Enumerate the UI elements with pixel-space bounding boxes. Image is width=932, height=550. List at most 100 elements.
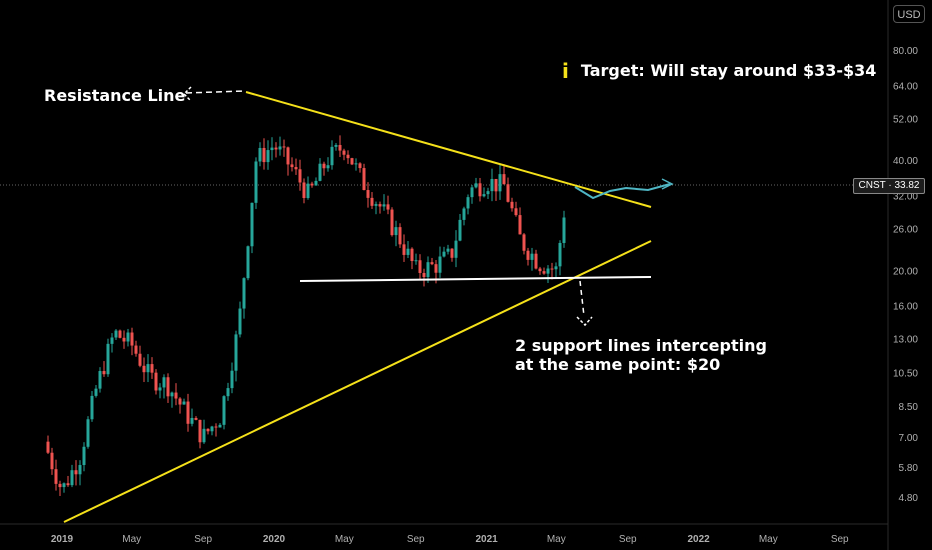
candle-body xyxy=(54,469,58,484)
candle-body xyxy=(138,353,142,366)
support-annotation-line1: 2 support lines intercepting xyxy=(515,336,767,355)
candle-body xyxy=(498,174,502,192)
candle-body xyxy=(270,147,274,151)
info-icon: i xyxy=(562,59,569,83)
y-tick-label: 20.00 xyxy=(893,266,918,277)
candle-body xyxy=(454,240,458,258)
target-text: Target: Will stay around $33-$34 xyxy=(580,61,877,80)
candle-body xyxy=(350,158,354,165)
candle-body xyxy=(486,191,490,195)
candle-body xyxy=(202,428,206,443)
candle-body xyxy=(550,268,554,270)
resistance-trend-line xyxy=(245,91,652,208)
candle-body xyxy=(458,219,462,241)
candle-body xyxy=(478,183,482,197)
candle-body xyxy=(286,147,290,165)
candle-body xyxy=(354,163,358,165)
projection-arrowhead xyxy=(661,178,674,190)
candle-body xyxy=(306,183,310,199)
candle-body xyxy=(426,262,430,277)
candle-body xyxy=(194,417,198,420)
candle-body xyxy=(346,154,350,159)
candle-body xyxy=(398,227,402,245)
candle-body xyxy=(142,365,146,373)
y-tick-label: 4.80 xyxy=(899,493,919,504)
candle-body xyxy=(206,428,210,432)
candle-body xyxy=(66,483,70,486)
candle-body xyxy=(542,271,546,274)
candle-body xyxy=(430,262,434,265)
candle-body xyxy=(338,145,342,151)
candle-body xyxy=(526,250,530,260)
candle-body xyxy=(122,337,126,342)
candle-body xyxy=(514,208,518,216)
candle-body xyxy=(490,178,494,192)
candle-body xyxy=(330,146,334,166)
candle-body xyxy=(522,234,526,251)
candle-body xyxy=(518,215,522,235)
currency-button[interactable]: USD xyxy=(893,5,925,23)
candle-body xyxy=(238,308,242,335)
candle-body xyxy=(482,194,486,197)
candle-body xyxy=(166,377,170,397)
candle-body xyxy=(318,163,322,181)
candle-body xyxy=(46,441,50,453)
candle-body xyxy=(510,201,514,209)
candle-body xyxy=(474,183,478,188)
y-tick-label: 16.00 xyxy=(893,302,918,313)
x-tick-label: May xyxy=(759,534,778,545)
x-tick-label: Sep xyxy=(407,534,425,545)
y-tick-label: 13.00 xyxy=(893,335,918,346)
x-tick-label: May xyxy=(335,534,354,545)
candle-body xyxy=(274,147,278,150)
candle-body xyxy=(242,278,246,309)
candle-body xyxy=(470,187,474,198)
resistance-annotation: Resistance Line xyxy=(44,86,186,105)
y-tick-label: 10.50 xyxy=(893,369,918,380)
x-tick-label: Sep xyxy=(831,534,849,545)
y-tick-label: 7.00 xyxy=(899,433,919,444)
candle-body xyxy=(130,332,134,346)
candle-body xyxy=(410,248,414,262)
y-tick-label: 52.00 xyxy=(893,114,918,125)
support-trend-line xyxy=(63,240,652,523)
candle-body xyxy=(178,398,182,405)
candle-body xyxy=(90,395,94,420)
y-axis-ticks: 80.00 64.00 52.00 40.00 32.00 26.00 20.00 16.00… xyxy=(893,46,918,504)
candle-body xyxy=(494,178,498,192)
y-tick-label: 32.00 xyxy=(893,192,918,203)
candle-body xyxy=(234,334,238,371)
candle-body xyxy=(282,146,286,148)
candle-body xyxy=(254,161,258,203)
y-tick-label: 80.00 xyxy=(893,46,918,57)
candle-body xyxy=(210,426,214,432)
candle-body xyxy=(422,272,426,277)
projection-path xyxy=(574,183,671,200)
candle-body xyxy=(534,253,538,269)
x-tick-label: Sep xyxy=(619,534,637,545)
candle-body xyxy=(502,174,506,185)
candle-body xyxy=(146,364,150,373)
candle-body xyxy=(530,253,534,260)
candle-body xyxy=(50,452,54,470)
resistance-pointer-arrowhead xyxy=(182,86,192,102)
candle-body xyxy=(546,268,550,274)
support-pointer-arrowhead xyxy=(576,316,593,327)
y-tick-label: 5.80 xyxy=(899,463,919,474)
candle-body xyxy=(82,446,86,466)
candle-body xyxy=(154,372,158,391)
candle-body xyxy=(114,330,118,338)
candle-body xyxy=(150,364,154,373)
candle-body xyxy=(174,392,178,399)
candle-body xyxy=(230,370,234,389)
candle-body xyxy=(310,183,314,186)
candle-body xyxy=(218,424,222,428)
candle-body xyxy=(162,377,166,388)
candle-body xyxy=(298,169,302,183)
candle-body xyxy=(442,251,446,257)
candle-body xyxy=(214,426,218,428)
candle-body xyxy=(106,343,110,375)
candle-body xyxy=(186,401,190,424)
candle-body xyxy=(390,209,394,236)
